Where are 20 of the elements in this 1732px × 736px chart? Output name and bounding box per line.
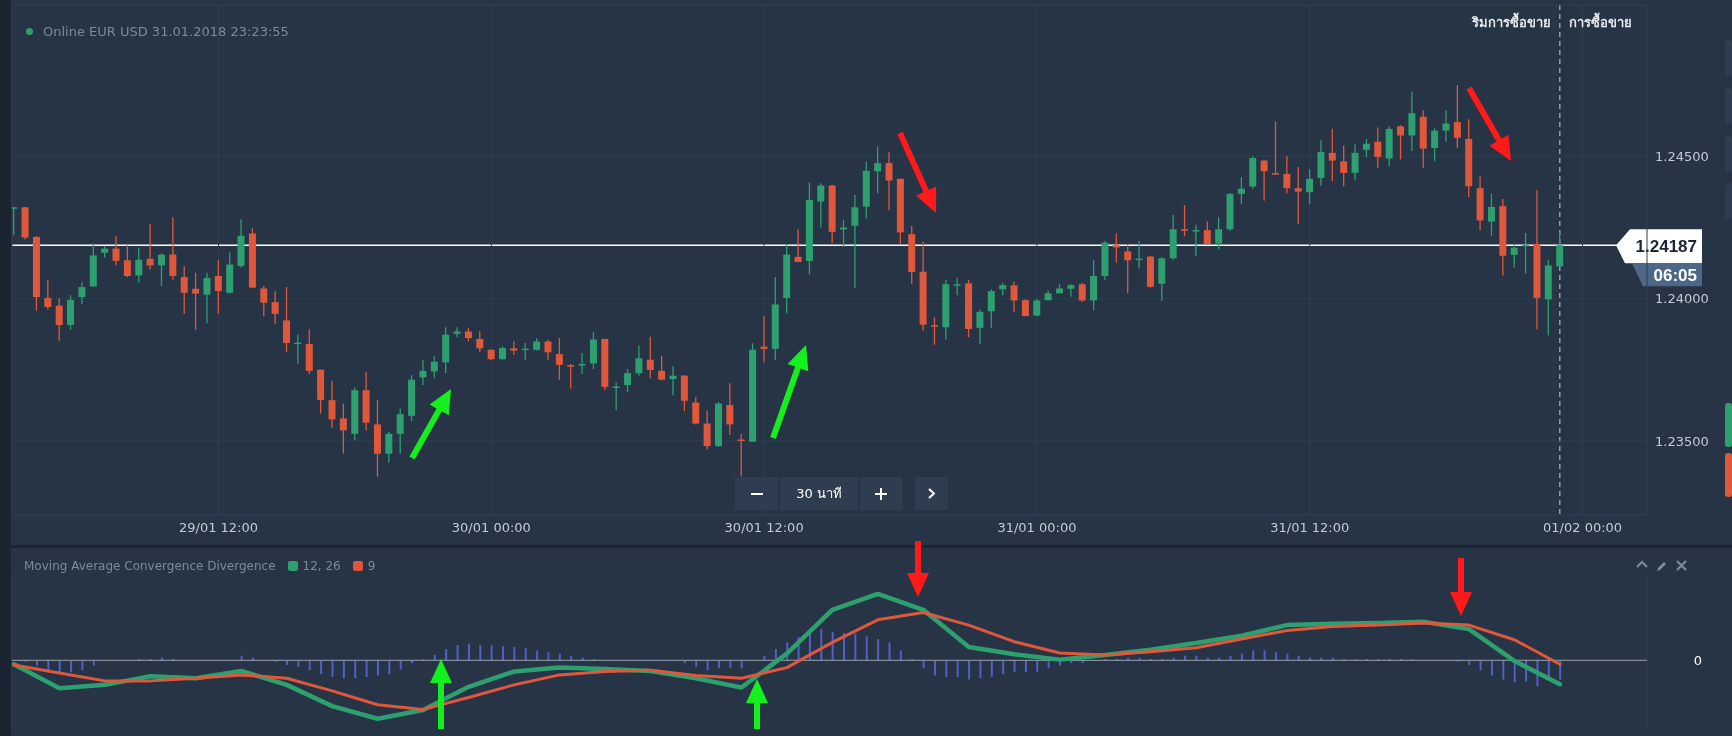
annotation: การซื้อขาย xyxy=(1568,12,1632,30)
x-tick-label: 30/01 12:00 xyxy=(724,520,804,536)
text: 06:05 xyxy=(1653,266,1697,286)
ref-line-label: ริมการซื้อขาย xyxy=(1470,12,1551,30)
x-tick-label: 31/01 00:00 xyxy=(997,520,1077,536)
ref-line-label: 1.24187 xyxy=(1635,237,1697,257)
chart-title: Moving Average Convergence Divergence xyxy=(24,559,276,573)
y-tick-label: 1.23500 xyxy=(1655,433,1709,449)
text: Online EUR USD 31.01.2018 23:23:55 xyxy=(43,24,289,39)
zoom-control-panel: 30 นาที xyxy=(735,477,948,510)
x-tick-label: 31/01 12:00 xyxy=(1270,520,1350,536)
x-tick-label: 29/01 12:00 xyxy=(178,520,259,536)
x-tick-label: 01/02 00:00 xyxy=(1543,520,1623,536)
y-tick-label: 1.24000 xyxy=(1655,291,1709,307)
x-tick-label: 30/01 00:00 xyxy=(451,520,531,536)
annotation: 30 นาที xyxy=(780,477,858,510)
text: 0 xyxy=(1693,653,1703,669)
legend-label: 9 xyxy=(367,559,376,573)
y-tick-label: 1.24500 xyxy=(1655,148,1709,164)
legend-label: 12, 26 xyxy=(302,559,341,573)
